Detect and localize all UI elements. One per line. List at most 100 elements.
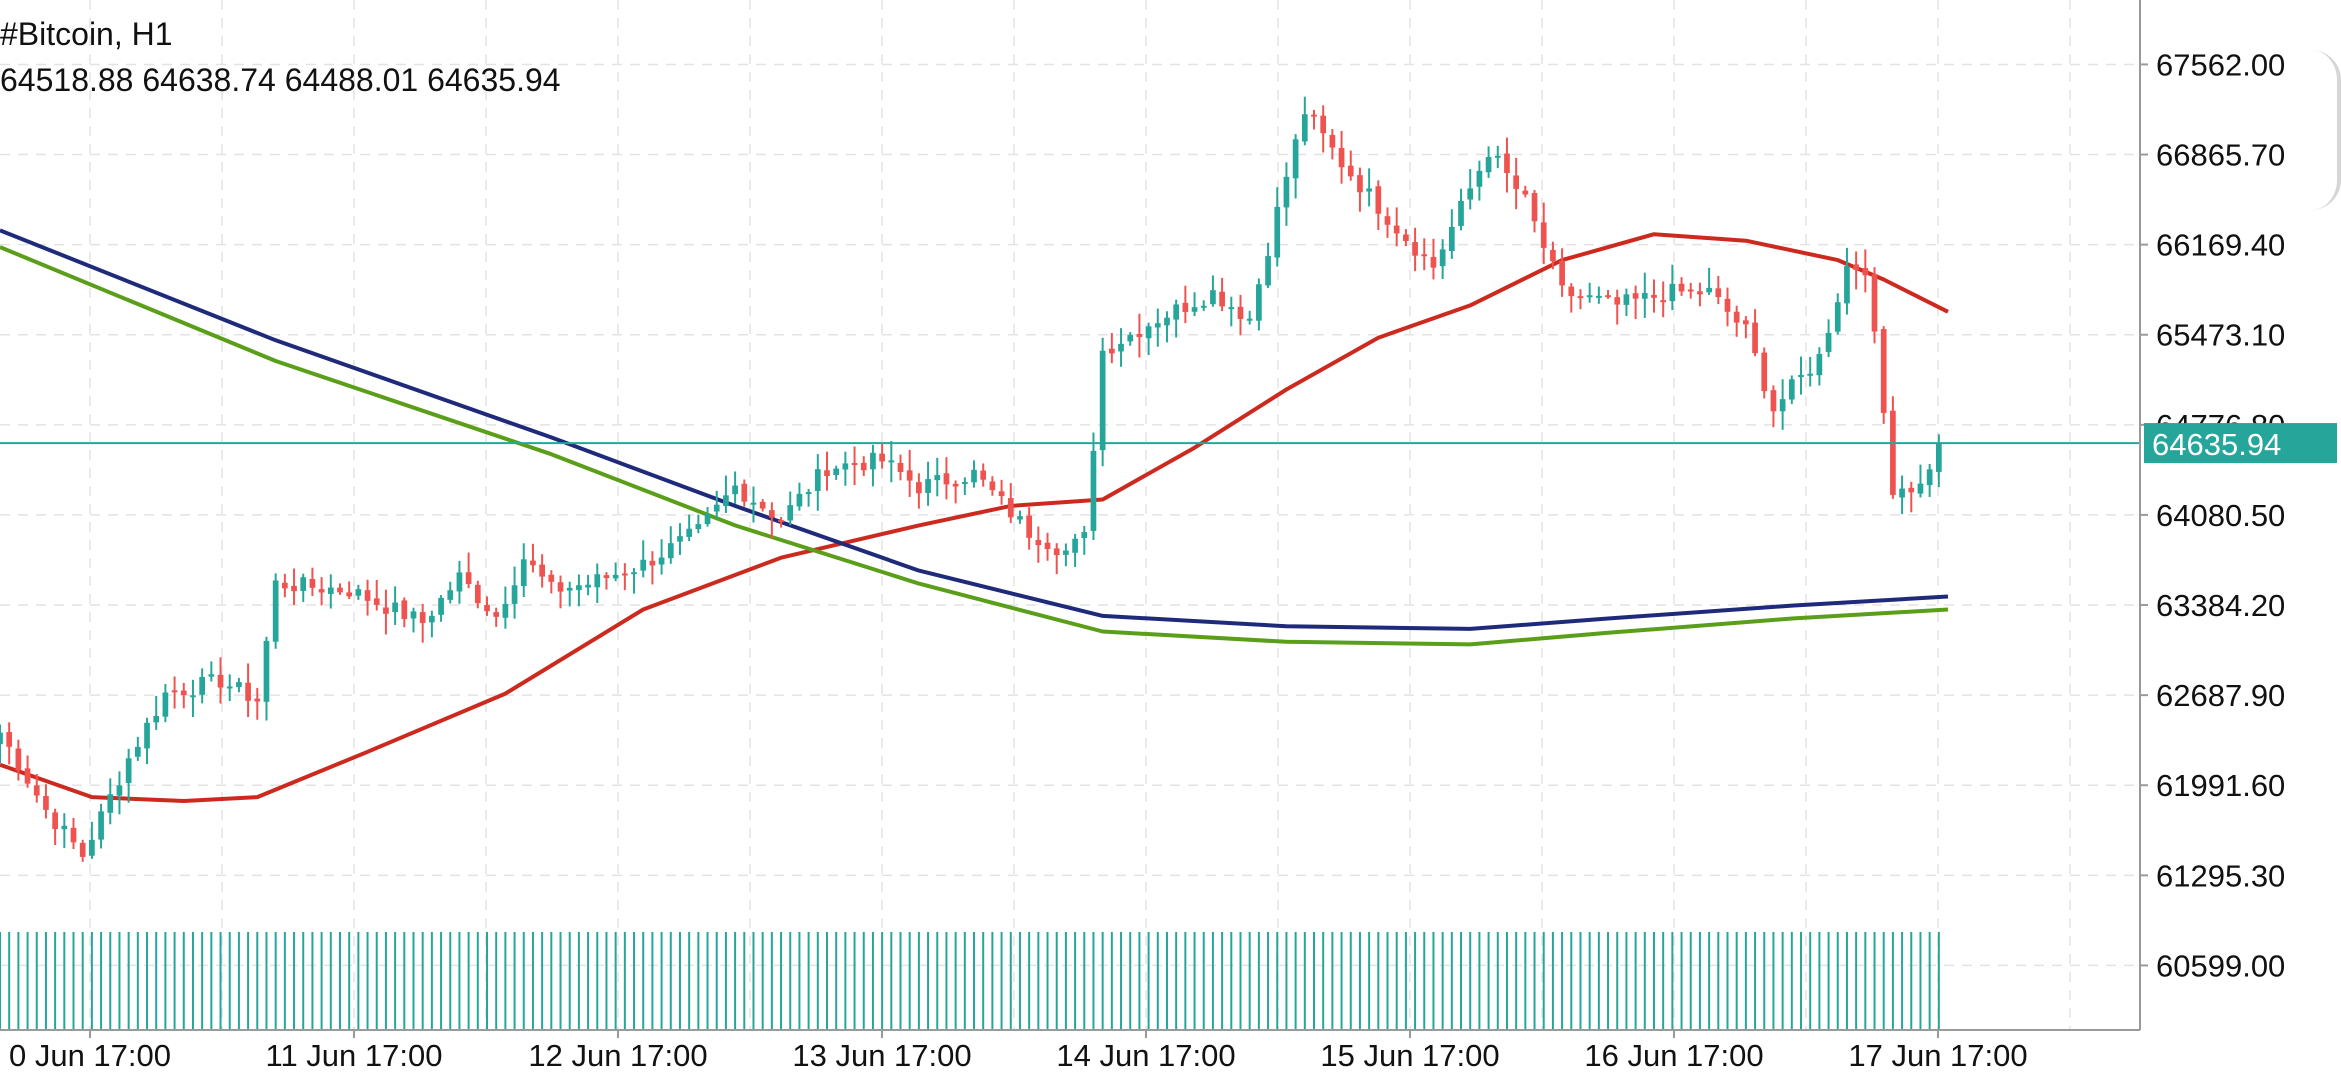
candle-body	[1559, 260, 1565, 286]
moving-average-lines	[0, 228, 1949, 803]
candle-body	[612, 574, 619, 579]
candle-body	[1788, 379, 1795, 400]
candle-body	[1090, 450, 1097, 531]
candle-body	[1357, 175, 1363, 193]
y-tick-label: 62687.90	[2156, 678, 2285, 713]
candle-body	[1430, 256, 1437, 268]
candle-body	[180, 690, 187, 696]
candle-body	[1347, 165, 1354, 177]
candle-body	[52, 812, 58, 829]
candle-body	[897, 462, 904, 473]
candle-body	[355, 589, 362, 596]
candle-body	[245, 682, 251, 701]
candle-body	[723, 495, 729, 507]
candle-body	[1660, 300, 1667, 303]
y-tick-label: 61295.30	[2156, 858, 2285, 893]
candle-body	[392, 602, 398, 613]
candle-body	[640, 559, 647, 571]
candle-body	[1596, 295, 1602, 298]
candle-body	[1145, 326, 1152, 339]
candle-body	[1697, 291, 1703, 295]
candle-body	[704, 513, 711, 524]
candle-body	[1687, 289, 1694, 292]
candle-body	[1779, 399, 1786, 412]
candle-body	[851, 462, 858, 465]
candle-body	[419, 612, 426, 623]
x-tick-label: 13 Jun 17:00	[792, 1038, 971, 1073]
candle-body	[1320, 115, 1327, 134]
candle-body	[1256, 284, 1262, 321]
candle-body	[1880, 329, 1887, 413]
candle-body	[116, 785, 123, 796]
candle-body	[1926, 469, 1933, 486]
candle-body	[125, 758, 132, 784]
candle-body	[282, 582, 288, 589]
candle-body	[925, 479, 931, 494]
y-tick-label: 66865.70	[2156, 138, 2285, 173]
candle-body	[1200, 305, 1207, 308]
candle-body	[364, 590, 371, 601]
candle-body	[1816, 353, 1823, 376]
candle-body	[1375, 186, 1382, 214]
candle-body	[842, 463, 849, 470]
candle-body	[1807, 373, 1814, 376]
x-tick-label: 15 Jun 17:00	[1320, 1038, 1499, 1073]
y-tick-label: 61991.60	[2156, 768, 2285, 803]
moving-average-line	[0, 232, 1949, 803]
candle-body	[879, 453, 885, 462]
candle-body	[1586, 295, 1593, 298]
edge-scroll-indicator[interactable]	[2311, 50, 2341, 210]
candle-body	[1154, 323, 1161, 328]
candle-body	[1678, 283, 1685, 292]
x-tick-label: 12 Jun 17:00	[528, 1038, 707, 1073]
y-tick-label: 63384.20	[2156, 588, 2285, 623]
candle-body	[1899, 488, 1905, 498]
candle-body	[1191, 307, 1198, 312]
candle-body	[833, 468, 840, 475]
candle-body	[1522, 190, 1529, 195]
candle-body	[502, 603, 509, 618]
candle-body	[153, 715, 160, 723]
candle-body	[594, 574, 601, 588]
candle-body	[1393, 225, 1400, 234]
candle-body	[1228, 307, 1235, 310]
candle-body	[1935, 443, 1942, 472]
x-tick-label: 16 Jun 17:00	[1584, 1038, 1763, 1073]
candle-body	[805, 492, 812, 495]
candle-body	[1366, 188, 1372, 192]
candle-body	[263, 640, 270, 702]
candle-body	[870, 452, 876, 470]
chart-grid	[0, 0, 2140, 1030]
current-price-tag[interactable]: 64635.94	[2144, 423, 2337, 464]
candle-body	[171, 690, 178, 693]
candle-body	[1329, 134, 1336, 148]
candle-body	[1035, 540, 1042, 546]
candle-body	[1458, 200, 1464, 226]
candle-body	[585, 584, 591, 588]
candle-body	[429, 615, 435, 623]
candle-body	[493, 612, 500, 617]
candle-body	[1081, 532, 1088, 538]
candle-body	[576, 585, 582, 590]
candle-body	[134, 746, 141, 757]
candle-body	[557, 582, 564, 592]
candle-body	[1798, 374, 1804, 378]
y-tick-label: 64080.50	[2156, 498, 2285, 533]
candle-body	[199, 676, 206, 695]
candle-body	[1485, 156, 1492, 173]
candle-body	[61, 825, 68, 830]
candle-body	[732, 485, 738, 495]
candle-body	[952, 483, 959, 487]
candle-body	[465, 572, 472, 585]
moving-average-line	[0, 245, 1949, 647]
candle-body	[814, 469, 821, 491]
y-axis-labels: 67562.0066865.7066169.4065473.1064776.80…	[2140, 47, 2285, 983]
x-tick-label: 11 Jun 17:00	[266, 1038, 443, 1073]
candle-body	[934, 475, 941, 481]
candle-body	[1439, 249, 1446, 267]
candle-body	[1274, 206, 1281, 258]
candle-body	[1311, 114, 1317, 117]
candle-body	[208, 674, 215, 677]
candle-body	[1476, 170, 1483, 187]
